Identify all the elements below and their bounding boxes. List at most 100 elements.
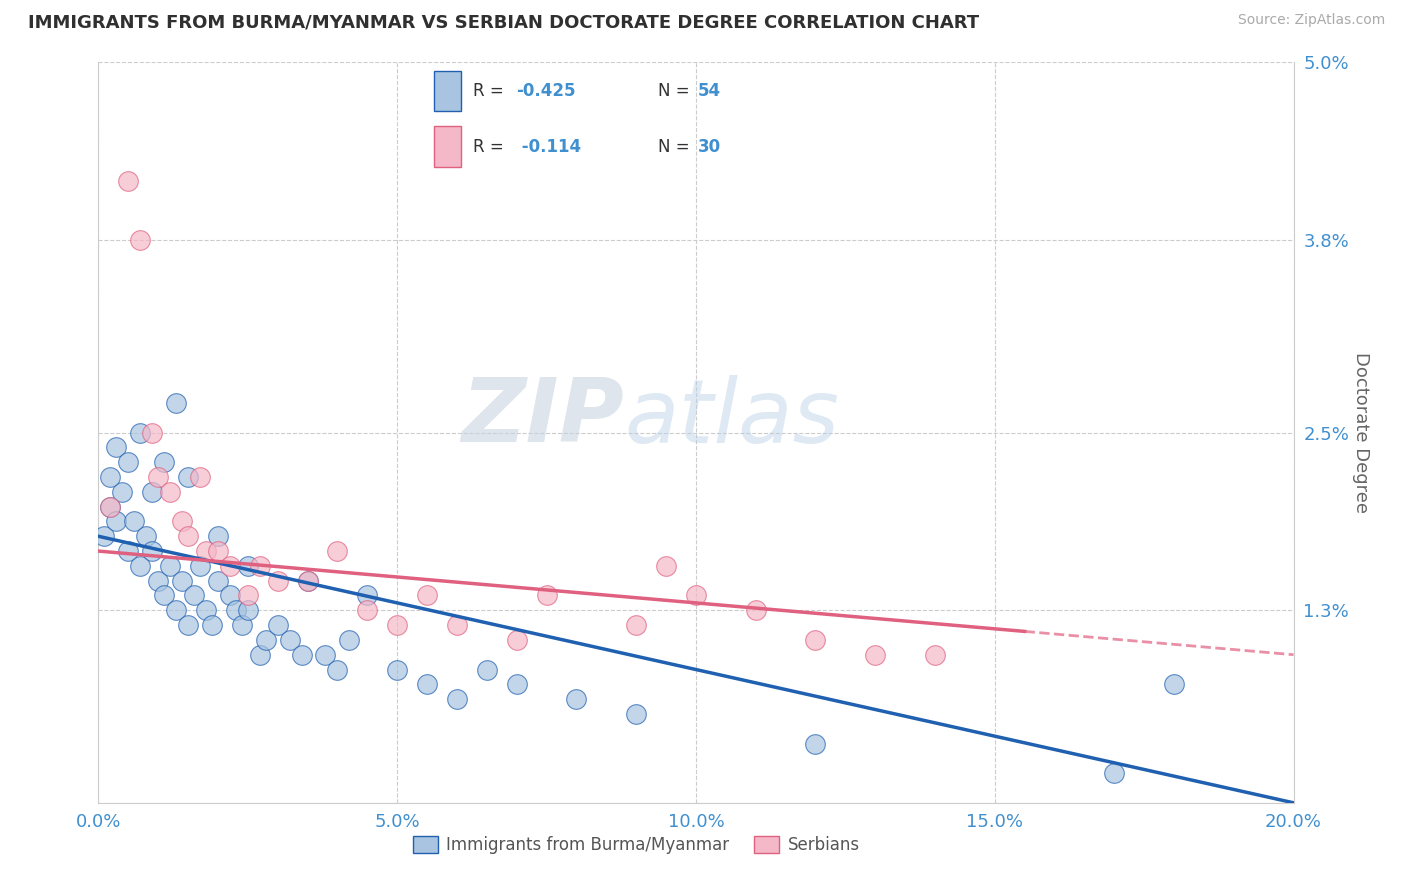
Point (165, 396, 187, 410)
Point (254, 632, 277, 647)
Point (135, 529, 157, 543)
Text: -0.425: -0.425 (516, 82, 576, 101)
Point (117, 174, 139, 188)
Point (188, 558, 211, 573)
Point (236, 589, 259, 603)
Y-axis label: Doctorate Degree: Doctorate Degree (1353, 352, 1369, 513)
Point (159, 484, 181, 499)
Point (249, 558, 271, 573)
Point (745, 603, 768, 617)
Point (924, 648, 946, 662)
Text: 54: 54 (697, 82, 720, 101)
Point (236, 603, 259, 617)
Point (117, 544, 139, 558)
Text: atlas: atlas (624, 375, 839, 461)
Point (685, 589, 707, 603)
Point (297, 574, 319, 588)
Legend: Immigrants from Burma/Myanmar, Serbians: Immigrants from Burma/Myanmar, Serbians (406, 830, 866, 861)
Point (124, 515, 146, 529)
Text: R =: R = (472, 138, 509, 156)
Point (278, 632, 301, 647)
Text: ZIP: ZIP (461, 375, 624, 461)
Point (207, 544, 229, 558)
Point (159, 558, 181, 573)
Point (326, 663, 349, 677)
Point (98, 500, 122, 514)
Text: IMMIGRANTS FROM BURMA/MYANMAR VS SERBIAN DOCTORATE DEGREE CORRELATION CHART: IMMIGRANTS FROM BURMA/MYANMAR VS SERBIAN… (28, 13, 979, 31)
Point (188, 470, 211, 484)
Point (315, 648, 337, 662)
Point (183, 589, 205, 603)
Text: N =: N = (658, 138, 695, 156)
Point (356, 603, 378, 617)
Point (446, 692, 468, 706)
Point (148, 574, 170, 588)
Point (326, 544, 349, 558)
Point (98, 500, 122, 514)
Point (225, 603, 247, 617)
FancyBboxPatch shape (433, 126, 461, 167)
Point (141, 484, 163, 499)
Point (105, 515, 128, 529)
Point (339, 632, 361, 647)
Point (219, 558, 242, 573)
Point (117, 455, 139, 469)
Point (291, 648, 314, 662)
Point (804, 737, 827, 751)
Point (356, 589, 378, 603)
Point (506, 632, 529, 647)
Point (475, 663, 498, 677)
Point (129, 558, 152, 573)
Point (195, 603, 218, 617)
Point (195, 544, 218, 558)
Point (626, 618, 648, 632)
Point (172, 515, 194, 529)
Point (385, 663, 409, 677)
Point (1163, 677, 1185, 691)
Point (416, 589, 439, 603)
Point (249, 648, 271, 662)
Point (385, 618, 409, 632)
Point (506, 677, 529, 691)
Text: -0.114: -0.114 (516, 138, 582, 156)
Point (207, 574, 229, 588)
Point (129, 233, 152, 247)
Point (446, 618, 468, 632)
Point (165, 603, 187, 617)
Text: R =: R = (472, 82, 509, 101)
Point (207, 529, 229, 543)
Point (267, 574, 290, 588)
Point (93, 529, 115, 543)
Point (655, 558, 678, 573)
Point (236, 558, 259, 573)
Point (111, 484, 134, 499)
Point (267, 618, 290, 632)
Point (105, 441, 128, 455)
Point (177, 470, 200, 484)
Point (201, 618, 224, 632)
Point (141, 425, 163, 440)
Point (141, 544, 163, 558)
Point (865, 648, 887, 662)
Point (129, 425, 152, 440)
Point (177, 618, 200, 632)
Point (804, 632, 827, 647)
Point (219, 589, 242, 603)
Point (1104, 766, 1126, 780)
Point (153, 589, 176, 603)
Text: N =: N = (658, 82, 695, 101)
Point (231, 618, 253, 632)
FancyBboxPatch shape (433, 70, 461, 112)
Point (416, 677, 439, 691)
Text: 30: 30 (697, 138, 720, 156)
Text: Source: ZipAtlas.com: Source: ZipAtlas.com (1237, 13, 1385, 28)
Point (536, 589, 558, 603)
Point (297, 574, 319, 588)
Point (148, 470, 170, 484)
Point (565, 692, 588, 706)
Point (172, 574, 194, 588)
Point (626, 706, 648, 721)
Point (153, 455, 176, 469)
Point (177, 529, 200, 543)
Point (98, 470, 122, 484)
